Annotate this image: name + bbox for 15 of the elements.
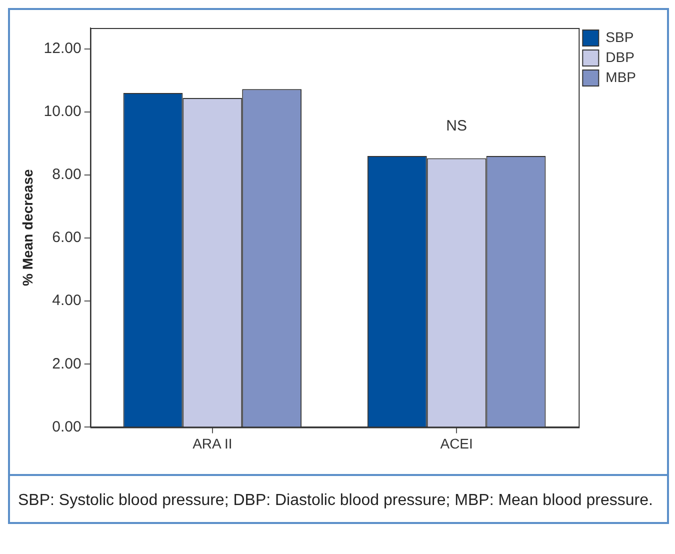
x-tick-label: ARA II (192, 435, 232, 452)
text: SBP: Systolic blood pressure; DBP: Diastolic blood pressure; MBP: Mean blood pressure. (18, 491, 654, 511)
legend-label: DBP (606, 48, 634, 65)
y-tick-label: 10.00 (44, 103, 82, 120)
y-tick-label: 0.00 (52, 418, 82, 436)
x-tick-label: ACEI (440, 435, 473, 452)
annotation: NS (446, 118, 468, 135)
y-tick-label: 4.00 (52, 292, 82, 310)
y-tick-label: 8.00 (52, 166, 82, 184)
y-tick-label: 12.00 (44, 40, 82, 57)
y-tick-label: 2.00 (52, 355, 82, 372)
legend-label: SBP (606, 28, 634, 45)
legend-label: MBP (606, 68, 636, 85)
y-axis-title: % Mean decrease (19, 169, 36, 286)
y-tick-label: 6.00 (52, 229, 82, 246)
